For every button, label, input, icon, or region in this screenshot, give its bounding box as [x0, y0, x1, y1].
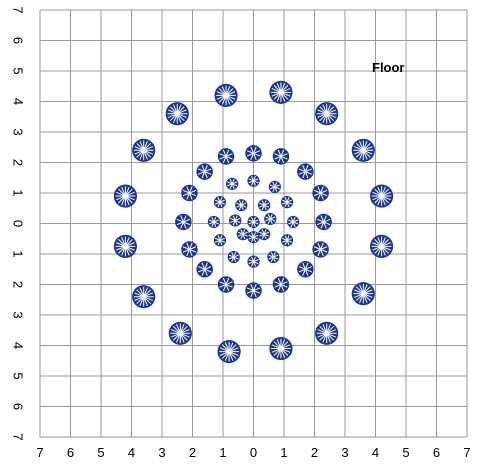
marker	[247, 255, 260, 268]
x-tick-label: 3	[158, 445, 165, 460]
y-tick-label: 5	[11, 67, 26, 74]
y-tick-label: 6	[11, 403, 26, 410]
y-tick-label: 4	[11, 98, 26, 105]
marker	[214, 83, 238, 107]
y-tick-label: 2	[11, 281, 26, 288]
marker	[247, 174, 260, 187]
y-tick-label: 5	[11, 372, 26, 379]
floor-label: Floor	[372, 60, 405, 75]
marker	[113, 234, 137, 258]
marker	[181, 184, 198, 202]
marker	[132, 285, 156, 309]
y-axis-tick-labels: 7 6 5 4 3 2 1 0 1 2 3 4 5 6 7	[11, 6, 26, 440]
marker	[113, 184, 137, 208]
y-tick-label: 3	[11, 311, 26, 318]
marker	[213, 196, 227, 209]
marker	[297, 261, 314, 278]
y-tick-label: 1	[11, 250, 26, 257]
marker	[269, 336, 293, 361]
x-tick-label: 3	[341, 445, 348, 460]
marker	[165, 102, 189, 126]
marker	[181, 241, 198, 258]
marker	[196, 163, 213, 180]
x-tick-label: 1	[280, 445, 287, 460]
marker	[226, 177, 239, 190]
x-tick-label: 1	[219, 445, 226, 460]
y-tick-label: 4	[11, 342, 26, 349]
marker	[229, 214, 242, 227]
markers-layer	[113, 80, 394, 364]
x-tick-label: 2	[311, 445, 318, 460]
marker	[245, 282, 262, 299]
marker	[312, 184, 329, 202]
grid-lines	[39, 9, 468, 438]
marker	[272, 148, 290, 165]
x-tick-label: 4	[372, 445, 379, 460]
x-axis-tick-labels: 7 6 5 4 3 2 1 0 1 2 3 4 5 6 7	[36, 445, 470, 460]
y-tick-label: 6	[11, 37, 26, 44]
marker	[287, 215, 300, 229]
marker	[168, 321, 192, 345]
x-tick-label: 6	[433, 445, 440, 460]
x-tick-label: 4	[128, 445, 135, 460]
y-tick-label: 3	[11, 128, 26, 135]
marker	[213, 234, 227, 247]
marker	[236, 228, 249, 241]
x-tick-label: 7	[36, 445, 43, 460]
marker	[196, 261, 213, 278]
marker	[351, 138, 375, 162]
marker	[370, 184, 394, 208]
marker	[267, 250, 280, 264]
y-tick-label: 2	[11, 159, 26, 166]
x-tick-label: 2	[189, 445, 196, 460]
marker	[272, 276, 290, 293]
marker	[258, 199, 271, 212]
marker	[227, 250, 240, 264]
x-tick-label: 5	[97, 445, 104, 460]
y-tick-label: 7	[11, 433, 26, 440]
marker	[370, 234, 394, 258]
marker	[132, 138, 156, 162]
x-tick-label: 6	[67, 445, 74, 460]
marker	[217, 276, 235, 293]
marker	[351, 282, 375, 306]
marker	[264, 212, 277, 226]
x-tick-label: 7	[463, 445, 470, 460]
marker	[268, 180, 281, 193]
y-tick-label: 0	[11, 220, 26, 227]
marker	[312, 241, 329, 258]
marker	[207, 215, 220, 229]
marker	[315, 102, 339, 126]
marker	[217, 148, 235, 165]
marker	[315, 213, 332, 231]
marker	[245, 145, 262, 162]
x-tick-label: 5	[402, 445, 409, 460]
marker	[315, 321, 339, 345]
marker	[280, 234, 294, 247]
marker	[280, 196, 294, 209]
marker	[217, 340, 241, 364]
marker	[258, 228, 271, 241]
marker	[247, 231, 260, 244]
y-tick-label: 1	[11, 189, 26, 196]
y-tick-label: 7	[11, 6, 26, 13]
x-tick-label: 0	[250, 445, 257, 460]
marker	[247, 215, 260, 229]
marker	[269, 80, 293, 104]
marker	[235, 199, 248, 212]
marker	[297, 163, 314, 180]
marker	[175, 213, 192, 231]
